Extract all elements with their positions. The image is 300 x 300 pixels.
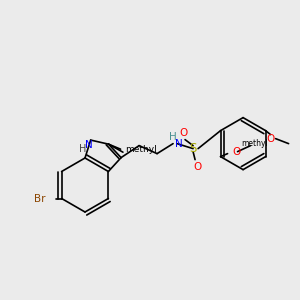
Text: Br: Br: [34, 194, 46, 203]
Text: O: O: [266, 134, 275, 144]
Text: O: O: [193, 162, 201, 172]
Text: S: S: [189, 142, 197, 155]
Text: H: H: [79, 144, 86, 154]
Text: N: N: [175, 139, 183, 148]
Text: H: H: [169, 132, 177, 142]
Text: O: O: [232, 147, 241, 157]
Text: methyl: methyl: [126, 145, 157, 154]
Text: methyl: methyl: [241, 139, 268, 148]
Text: N: N: [85, 140, 92, 150]
Text: O: O: [179, 128, 187, 138]
